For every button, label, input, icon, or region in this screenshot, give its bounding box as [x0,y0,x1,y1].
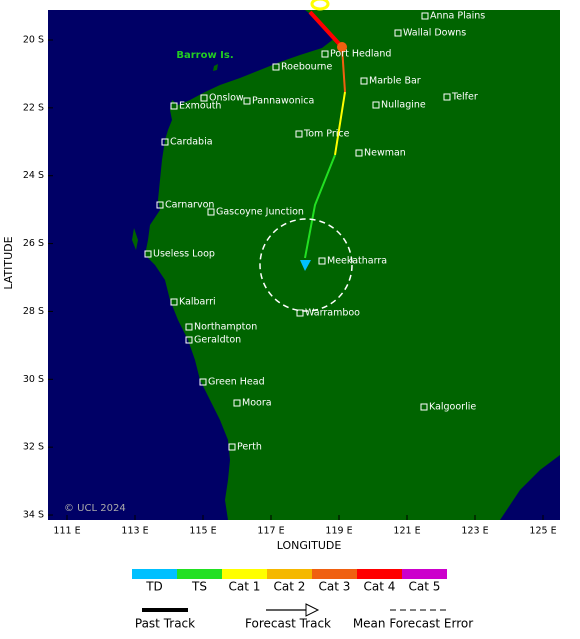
town-label: Perth [237,442,262,453]
x-tick-label: 111 E [53,526,80,537]
x-tick-label: 115 E [189,526,216,537]
town-label: Green Head [208,377,265,388]
town-label: Wallal Downs [403,28,466,39]
legend-label: Forecast Track [245,617,331,631]
town-label: Carnarvon [165,200,214,211]
legend-swatch [357,569,402,579]
town-marker [161,138,169,146]
town-marker [321,50,329,58]
storm-track [310,0,330,11]
town-label: Telfer [451,92,478,103]
town-label: Exmouth [179,101,221,112]
x-tick-label: 119 E [325,526,352,537]
island-label: Barrow Is. [176,50,233,61]
town-marker [228,443,236,451]
x-tick-label: 123 E [461,526,488,537]
y-tick-label: 32 S [23,442,44,453]
town-label: Cardabia [170,137,213,148]
legend-swatch [222,569,267,579]
town-label: Nullagine [381,100,426,111]
legend-swatch [132,569,177,579]
town-label: Warramboo [305,308,360,319]
town-marker [443,93,451,101]
town-label: Useless Loop [153,249,215,260]
y-tick-label: 24 S [23,170,44,181]
island [132,228,138,250]
town-marker [199,378,207,386]
town-marker [360,77,368,85]
y-tick-label: 22 S [23,102,44,113]
town-marker [233,399,241,407]
town-marker [296,309,304,317]
town-label: Kalbarri [179,297,216,308]
town-label: Northampton [194,322,257,333]
y-tick-label: 34 S [23,510,44,521]
y-tick-label: 26 S [23,238,44,249]
past-track [308,10,344,49]
copyright: © UCL 2024 [64,503,126,514]
legend-swatch [312,569,357,579]
town-label: Moora [242,398,272,409]
legend-category: Cat 3 [319,580,351,594]
town-label: Onslow [209,93,244,104]
town-label: Geraldton [194,335,241,346]
legend-category: TS [191,580,207,594]
town-label: Newman [364,148,406,159]
y-axis-label: LATITUDE [2,236,15,289]
town-label: Pannawonica [252,96,314,107]
forecast-arrow [300,260,311,271]
town-marker [207,208,215,216]
town-marker [185,323,193,331]
town-marker [318,257,326,265]
y-tick-label: 20 S [23,35,44,46]
town-label: Roebourne [281,62,332,73]
x-axis-label: LONGITUDE [277,539,342,552]
legend-category: TD [145,580,163,594]
legend-category: Cat 5 [409,580,441,594]
town-label: Marble Bar [369,76,421,87]
y-tick-label: 30 S [23,374,44,385]
town-marker [243,97,251,105]
town-marker [372,101,380,109]
barrow-island [213,64,218,71]
town-marker [200,94,208,102]
legend-category: Cat 1 [229,580,261,594]
town-label: Port Hedland [330,49,391,60]
town-marker [394,29,402,37]
town-marker [420,403,428,411]
legend-category: Cat 4 [364,580,396,594]
town-marker [272,63,280,71]
forecast-track [341,46,346,93]
town-marker [144,250,152,258]
x-tick-label: 113 E [121,526,148,537]
x-tick-label: 125 E [529,526,556,537]
town-label: Gascoyne Junction [216,207,304,218]
legend-label: Mean Forecast Error [353,617,473,631]
legend-label: Past Track [135,617,195,631]
town-marker [170,298,178,306]
legend-forecast-arrow [305,603,320,617]
town-label: Kalgoorlie [429,402,476,413]
town-marker [170,102,178,110]
forecast-track [334,91,346,156]
town-label: Tom Price [303,129,350,140]
town-label: Anna Plains [430,11,485,22]
forecast-track [304,154,336,259]
legend-swatch [402,569,447,579]
town-marker [295,130,303,138]
town-marker [421,12,429,20]
town-label: Meekatharra [327,256,387,267]
town-marker [156,201,164,209]
forecast-error-circle [259,218,353,312]
legend-swatch [177,569,222,579]
town-marker [185,336,193,344]
legend-swatch [267,569,312,579]
current-position [337,42,347,52]
x-tick-label: 117 E [257,526,284,537]
town-marker [355,149,363,157]
y-tick-label: 28 S [23,306,44,317]
legend-category: Cat 2 [274,580,306,594]
x-tick-label: 121 E [393,526,420,537]
